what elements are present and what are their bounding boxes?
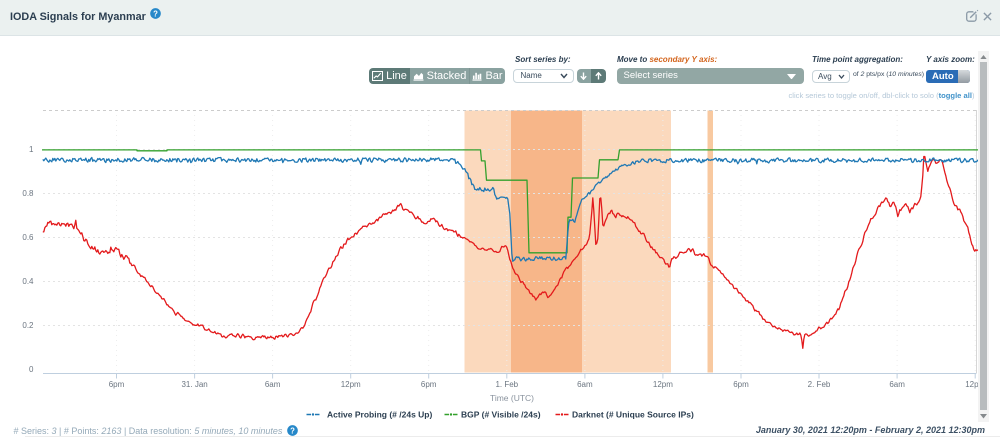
svg-text:12pm: 12pm (653, 380, 673, 389)
svg-text:BGP (# Visible /24s): BGP (# Visible /24s) (461, 410, 541, 420)
svg-text:1: 1 (29, 145, 34, 154)
svg-text:1. Feb: 1. Feb (495, 380, 518, 389)
svg-text:Active Probing (# /24s Up): Active Probing (# /24s Up) (327, 410, 432, 420)
svg-text:6pm: 6pm (109, 380, 125, 389)
svg-text:12pm: 12pm (965, 380, 985, 389)
svg-text:?: ? (153, 9, 158, 18)
svg-text:12pm: 12pm (341, 380, 361, 389)
svg-text:0.4: 0.4 (22, 277, 34, 286)
svg-text:0: 0 (29, 365, 34, 374)
svg-text:6pm: 6pm (733, 380, 749, 389)
svg-text:Darknet (# Unique Source IPs): Darknet (# Unique Source IPs) (572, 410, 694, 420)
svg-text:31. Jan: 31. Jan (181, 380, 207, 389)
svg-text:0.2: 0.2 (22, 321, 34, 330)
svg-text:6pm: 6pm (421, 380, 437, 389)
svg-text:0.6: 0.6 (22, 233, 34, 242)
svg-text:6am: 6am (265, 380, 281, 389)
svg-text:0.8: 0.8 (22, 189, 34, 198)
svg-text:?: ? (290, 426, 295, 435)
svg-text:Time (UTC): Time (UTC) (490, 393, 534, 403)
svg-text:6am: 6am (577, 380, 593, 389)
svg-text:6am: 6am (889, 380, 905, 389)
svg-text:2. Feb: 2. Feb (808, 380, 831, 389)
